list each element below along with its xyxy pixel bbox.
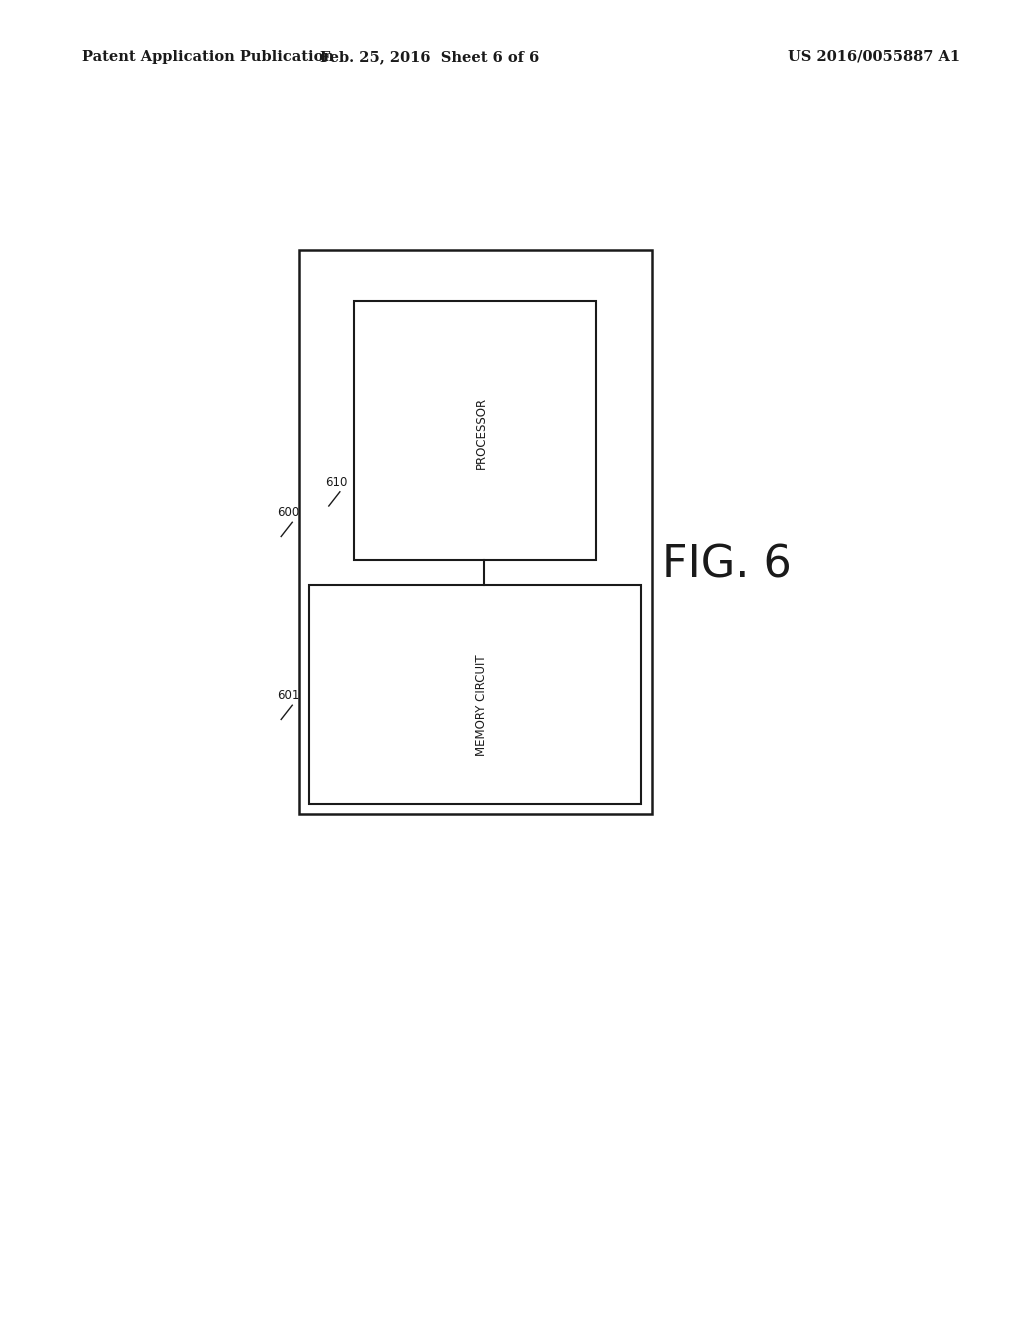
Text: 600: 600 [278, 507, 299, 519]
Bar [354, 301, 596, 560]
Text: PROCESSOR: PROCESSOR [475, 397, 487, 469]
Text: MEMORY CIRCUIT: MEMORY CIRCUIT [475, 655, 487, 756]
Text: Patent Application Publication: Patent Application Publication [82, 50, 334, 63]
Text: FIG. 6: FIG. 6 [663, 544, 792, 586]
Text: Feb. 25, 2016  Sheet 6 of 6: Feb. 25, 2016 Sheet 6 of 6 [321, 50, 540, 63]
Bar [309, 585, 641, 804]
Bar [299, 249, 652, 814]
Text: US 2016/0055887 A1: US 2016/0055887 A1 [788, 50, 961, 63]
Text: 601: 601 [278, 689, 300, 702]
Text: 610: 610 [325, 475, 347, 488]
